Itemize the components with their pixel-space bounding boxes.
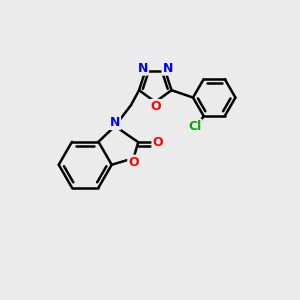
Text: N: N [163, 62, 173, 75]
Text: N: N [110, 116, 120, 129]
Text: Cl: Cl [188, 120, 201, 133]
Text: O: O [128, 156, 139, 169]
Text: N: N [138, 62, 148, 75]
Text: O: O [152, 136, 163, 149]
Text: O: O [150, 100, 160, 113]
